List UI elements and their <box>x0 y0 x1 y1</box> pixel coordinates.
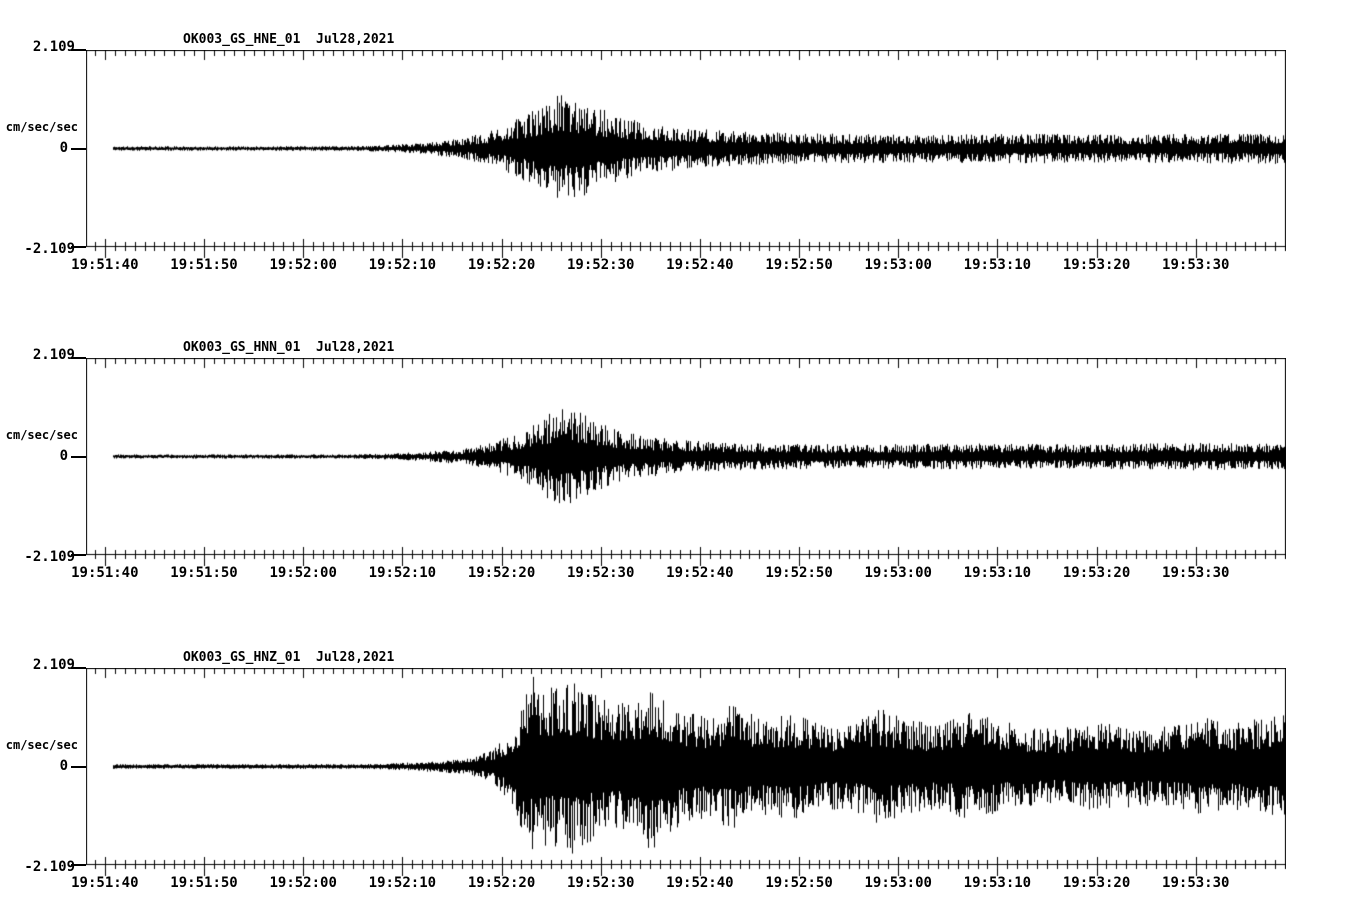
y-axis-unit-label: cm/sec/sec <box>5 120 78 134</box>
x-tick-label: 19:52:30 <box>566 565 635 581</box>
y-axis-tick <box>71 765 86 768</box>
x-tick-label: 19:52:20 <box>467 565 536 581</box>
x-tick-label: 19:52:00 <box>269 875 337 891</box>
seismogram-trace-canvas <box>86 358 1286 570</box>
x-tick-label: 19:53:00 <box>864 875 932 891</box>
x-tick-label: 19:51:40 <box>71 257 139 273</box>
panel-hnn: OK003_GS_HNN_01 Jul28,2021 2.109 cm/sec/… <box>0 308 1358 608</box>
x-tick-label: 19:53:20 <box>1062 565 1131 581</box>
y-axis-tick <box>71 554 86 556</box>
x-tick-label: 19:53:10 <box>963 565 1032 581</box>
x-tick-label: 19:51:50 <box>170 875 238 891</box>
y-tick-label-max: 2.109 <box>32 39 75 55</box>
x-tick-label: 19:52:10 <box>368 257 437 273</box>
panel-title: OK003_GS_HNN_01 Jul28,2021 <box>183 340 395 355</box>
panel-hne: OK003_GS_HNE_01 Jul28,2021 2.109 cm/sec/… <box>0 0 1358 300</box>
y-axis-unit-label: cm/sec/sec <box>5 428 78 442</box>
x-tick-label: 19:53:30 <box>1162 565 1230 581</box>
x-tick-label: 19:53:00 <box>864 257 932 273</box>
panel-hnz: OK003_GS_HNZ_01 Jul28,2021 2.109 cm/sec/… <box>0 618 1358 918</box>
seismogram-trace-canvas <box>86 50 1286 262</box>
panel-title: OK003_GS_HNE_01 Jul28,2021 <box>183 32 395 47</box>
x-tick-label: 19:52:10 <box>368 875 437 891</box>
x-tick-label: 19:52:40 <box>666 875 734 891</box>
y-axis-tick <box>71 455 86 458</box>
panel-title: OK003_GS_HNZ_01 Jul28,2021 <box>183 650 395 665</box>
x-tick-label: 19:52:00 <box>269 565 337 581</box>
y-axis-tick <box>71 357 86 359</box>
x-tick-label: 19:53:20 <box>1062 257 1131 273</box>
y-tick-label-min: -2.109 <box>24 859 75 875</box>
y-axis-unit-label: cm/sec/sec <box>5 738 78 752</box>
x-tick-label: 19:52:50 <box>765 875 833 891</box>
x-tick-label: 19:52:20 <box>467 875 536 891</box>
x-tick-label: 19:52:50 <box>765 257 833 273</box>
x-tick-label: 19:53:10 <box>963 875 1032 891</box>
y-tick-label-min: -2.109 <box>24 241 75 257</box>
y-axis-tick <box>71 49 86 51</box>
x-tick-label: 19:51:40 <box>71 565 139 581</box>
x-tick-label: 19:52:00 <box>269 257 337 273</box>
y-tick-label-zero: 0 <box>59 448 68 464</box>
x-tick-label: 19:51:50 <box>170 257 238 273</box>
x-tick-label: 19:52:40 <box>666 565 734 581</box>
x-tick-label: 19:52:50 <box>765 565 833 581</box>
y-axis-tick <box>71 147 86 150</box>
x-tick-label: 19:52:10 <box>368 565 437 581</box>
x-tick-label: 19:51:40 <box>71 875 139 891</box>
y-axis-tick <box>71 667 86 669</box>
y-tick-label-min: -2.109 <box>24 549 75 565</box>
x-tick-label: 19:53:10 <box>963 257 1032 273</box>
y-tick-label-max: 2.109 <box>32 347 75 363</box>
seismogram-trace-canvas <box>86 668 1286 880</box>
y-tick-label-max: 2.109 <box>32 657 75 673</box>
y-tick-label-zero: 0 <box>59 140 68 156</box>
y-tick-label-zero: 0 <box>59 758 68 774</box>
y-axis-tick <box>71 864 86 866</box>
x-tick-label: 19:53:00 <box>864 565 932 581</box>
y-axis-tick <box>71 246 86 248</box>
x-tick-label: 19:53:30 <box>1162 875 1230 891</box>
x-tick-label: 19:53:20 <box>1062 875 1131 891</box>
x-tick-label: 19:51:50 <box>170 565 238 581</box>
x-tick-label: 19:52:40 <box>666 257 734 273</box>
x-tick-label: 19:52:20 <box>467 257 536 273</box>
x-tick-label: 19:52:30 <box>566 257 635 273</box>
x-tick-label: 19:53:30 <box>1162 257 1230 273</box>
x-tick-label: 19:52:30 <box>566 875 635 891</box>
